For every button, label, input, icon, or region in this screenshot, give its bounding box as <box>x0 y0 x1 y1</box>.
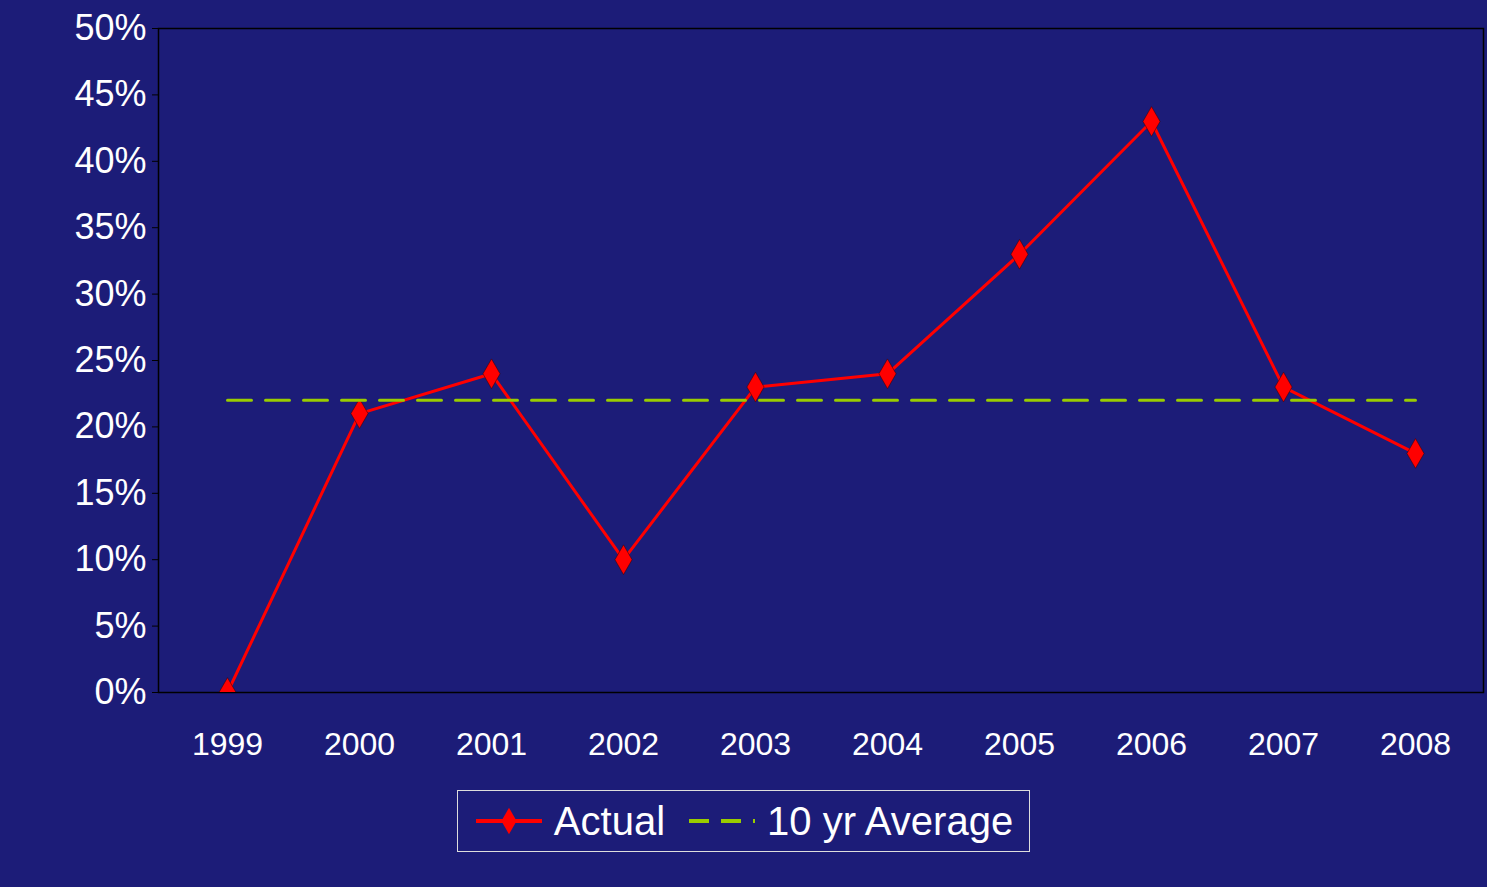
svg-text:2001: 2001 <box>456 726 527 762</box>
svg-text:2003: 2003 <box>720 726 791 762</box>
svg-text:2000: 2000 <box>324 726 395 762</box>
svg-text:10%: 10% <box>74 538 146 579</box>
svg-text:2007: 2007 <box>1248 726 1319 762</box>
svg-text:2006: 2006 <box>1116 726 1187 762</box>
svg-text:5%: 5% <box>94 605 146 646</box>
svg-text:45%: 45% <box>74 73 146 114</box>
html-text:10 yr Average: 10 yr Average <box>767 799 1014 843</box>
svg-text:50%: 50% <box>74 7 146 48</box>
svg-text:20%: 20% <box>74 405 146 446</box>
svg-text:35%: 35% <box>74 206 146 247</box>
svg-text:2002: 2002 <box>588 726 659 762</box>
svg-text:15%: 15% <box>74 472 146 513</box>
svg-text:40%: 40% <box>74 140 146 181</box>
svg-text:30%: 30% <box>74 273 146 314</box>
html-text:Actual: Actual <box>553 799 665 843</box>
svg-text:0%: 0% <box>94 671 146 712</box>
svg-text:1999: 1999 <box>192 726 263 762</box>
svg-text:2005: 2005 <box>984 726 1055 762</box>
svg-text:2008: 2008 <box>1380 726 1451 762</box>
svg-text:2004: 2004 <box>852 726 923 762</box>
svg-text:25%: 25% <box>74 339 146 380</box>
